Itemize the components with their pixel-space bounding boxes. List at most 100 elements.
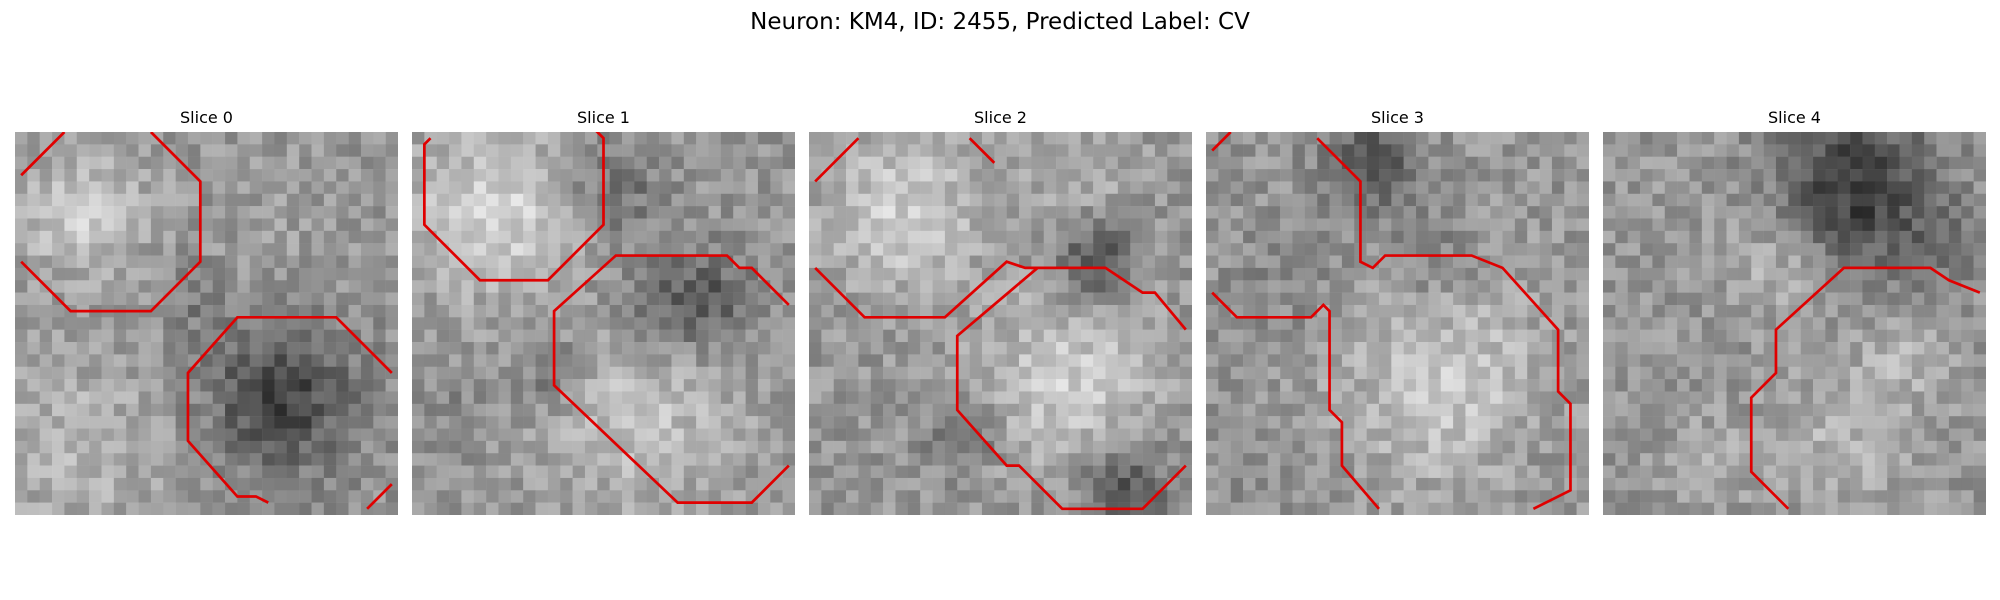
pixel xyxy=(1652,391,1666,405)
pixel xyxy=(572,453,586,466)
pixel xyxy=(101,502,115,515)
pixel xyxy=(858,255,872,269)
pixel xyxy=(1714,193,1727,207)
pixel xyxy=(1961,366,1974,380)
pixel xyxy=(683,280,697,293)
pixel xyxy=(535,230,549,244)
pixel xyxy=(1825,342,1838,355)
pixel xyxy=(833,181,847,195)
pixel xyxy=(572,391,586,405)
pixel xyxy=(1031,144,1044,157)
pixel xyxy=(449,403,462,417)
pixel xyxy=(1329,267,1343,281)
pixel xyxy=(126,329,139,343)
pixel xyxy=(138,132,152,145)
pixel xyxy=(262,329,275,343)
pixel xyxy=(1800,403,1814,417)
pixel xyxy=(1973,329,1986,343)
pixel xyxy=(1043,366,1057,380)
pixel xyxy=(200,230,213,244)
pixel xyxy=(547,193,561,207)
pixel xyxy=(1230,354,1244,367)
pixel xyxy=(907,292,921,306)
pixel xyxy=(1514,132,1528,145)
pixel xyxy=(646,366,660,380)
pixel xyxy=(696,354,709,367)
pixel xyxy=(609,329,623,343)
pixel xyxy=(1280,255,1293,269)
pixel xyxy=(1726,255,1740,269)
pixel xyxy=(1080,354,1094,367)
pixel xyxy=(212,403,226,417)
pixel xyxy=(473,169,487,182)
pixel xyxy=(1465,218,1479,232)
pixel xyxy=(360,181,374,195)
pixel xyxy=(101,193,115,207)
pixel xyxy=(299,169,312,182)
pixel xyxy=(436,428,450,442)
pixel xyxy=(1304,292,1318,306)
pixel xyxy=(1948,329,1962,343)
pixel xyxy=(1440,169,1454,182)
pixel xyxy=(1813,156,1826,170)
pixel xyxy=(1664,181,1678,195)
pixel xyxy=(15,428,28,442)
pixel xyxy=(1341,255,1355,269)
pixel xyxy=(15,440,28,454)
pixel xyxy=(1230,156,1244,170)
pixel xyxy=(895,342,909,355)
pixel xyxy=(39,206,53,219)
pixel xyxy=(1366,366,1380,380)
pixel xyxy=(1043,329,1057,343)
pixel xyxy=(1514,342,1528,355)
pixel xyxy=(225,416,238,429)
pixel xyxy=(609,379,623,392)
pixel xyxy=(560,206,573,219)
pixel xyxy=(52,255,65,269)
pixel xyxy=(486,132,499,145)
pixel xyxy=(981,181,995,195)
pixel xyxy=(1341,267,1355,281)
pixel xyxy=(1428,342,1441,355)
pixel xyxy=(895,193,909,207)
pixel xyxy=(1576,132,1589,145)
pixel xyxy=(547,132,561,145)
pixel xyxy=(1800,144,1814,157)
pixel xyxy=(659,267,672,281)
pixel xyxy=(1627,206,1641,219)
pixel xyxy=(449,144,462,157)
pixel xyxy=(1366,292,1380,306)
pixel xyxy=(1615,342,1628,355)
pixel xyxy=(782,428,795,442)
pixel xyxy=(1813,379,1826,392)
pixel xyxy=(1751,132,1764,145)
pixel xyxy=(39,440,53,454)
pixel xyxy=(1292,329,1306,343)
pixel xyxy=(76,292,90,306)
pixel xyxy=(957,206,970,219)
pixel xyxy=(1527,218,1540,232)
pixel xyxy=(1677,280,1690,293)
pixel xyxy=(299,477,312,491)
pixel xyxy=(883,428,896,442)
pixel xyxy=(920,304,933,318)
pixel xyxy=(1640,132,1653,145)
pixel xyxy=(932,144,946,157)
pixel xyxy=(1564,267,1577,281)
pixel xyxy=(733,132,746,145)
pixel xyxy=(1453,403,1466,417)
pixel xyxy=(101,342,115,355)
pixel xyxy=(1652,144,1666,157)
pixel xyxy=(1615,206,1628,219)
pixel xyxy=(262,440,275,454)
pixel xyxy=(27,391,40,405)
pixel xyxy=(436,317,450,330)
pixel xyxy=(175,243,189,256)
pixel xyxy=(424,440,437,454)
pixel xyxy=(163,255,176,269)
pixel xyxy=(360,304,374,318)
pixel xyxy=(1154,465,1168,479)
pixel xyxy=(523,465,536,479)
pixel xyxy=(1440,304,1454,318)
pixel xyxy=(1105,218,1119,232)
